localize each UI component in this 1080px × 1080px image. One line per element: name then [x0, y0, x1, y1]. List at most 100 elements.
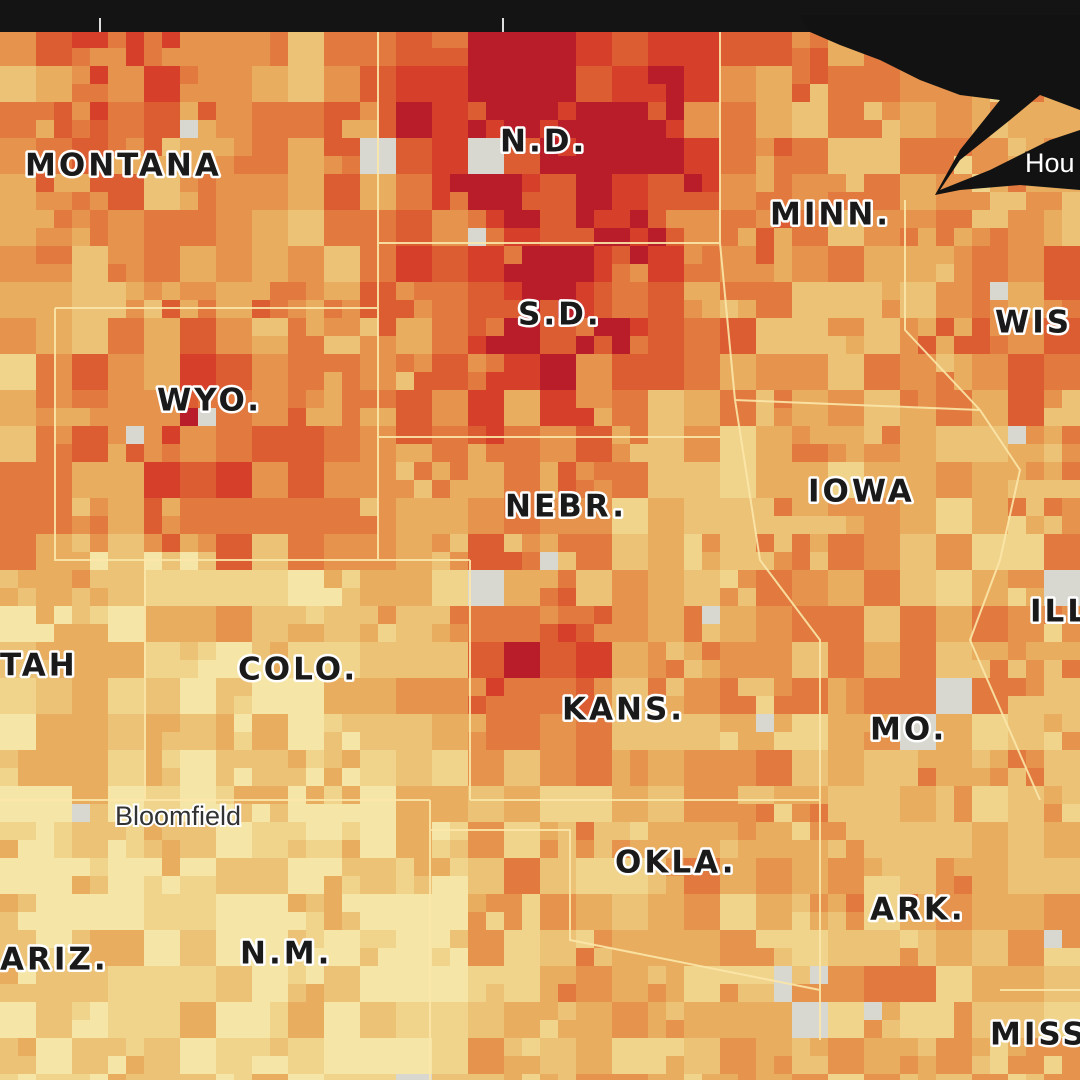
county — [558, 840, 577, 859]
county — [234, 732, 253, 751]
county — [36, 30, 73, 67]
county — [864, 642, 901, 679]
county — [540, 840, 559, 859]
county — [1008, 480, 1027, 499]
county — [72, 408, 91, 427]
county — [828, 786, 865, 823]
county — [792, 354, 829, 391]
county — [540, 120, 559, 139]
county — [0, 30, 37, 67]
county — [810, 534, 829, 553]
county — [18, 570, 37, 589]
county — [144, 156, 163, 175]
county — [756, 822, 793, 859]
county — [486, 966, 505, 985]
county — [1044, 1038, 1063, 1057]
county — [612, 1074, 649, 1080]
county — [72, 354, 109, 391]
county — [1044, 300, 1063, 319]
county — [486, 426, 505, 445]
county — [756, 1074, 793, 1080]
county — [216, 768, 235, 787]
county — [450, 48, 469, 67]
county — [432, 1074, 469, 1080]
county — [108, 570, 145, 607]
county — [756, 156, 775, 175]
county — [612, 66, 649, 103]
county — [72, 714, 109, 751]
county — [576, 210, 595, 229]
county — [828, 1038, 865, 1075]
county — [270, 48, 289, 67]
county — [576, 966, 613, 1003]
county — [756, 282, 793, 319]
county — [216, 390, 253, 427]
county — [594, 624, 613, 643]
county — [144, 750, 163, 769]
county — [864, 246, 901, 283]
county — [288, 606, 307, 625]
county — [1044, 462, 1063, 481]
county — [252, 966, 289, 1003]
county — [342, 408, 361, 427]
county — [648, 894, 685, 931]
county — [288, 66, 325, 103]
county — [324, 174, 361, 211]
county — [468, 498, 505, 535]
county — [432, 876, 451, 895]
county — [954, 804, 973, 823]
county — [144, 570, 181, 607]
county — [648, 462, 685, 499]
county — [432, 1002, 469, 1039]
county — [180, 84, 199, 103]
county — [792, 534, 811, 553]
county — [504, 966, 541, 1003]
county — [522, 210, 541, 229]
county — [828, 174, 847, 193]
county — [666, 966, 685, 985]
county — [468, 642, 505, 679]
county — [468, 1002, 505, 1039]
county — [684, 300, 703, 319]
county — [216, 498, 253, 535]
county — [864, 300, 883, 319]
county — [90, 516, 109, 535]
county — [324, 210, 361, 247]
county — [324, 822, 343, 841]
county — [828, 66, 865, 103]
county — [0, 606, 37, 643]
county — [360, 930, 379, 949]
county — [126, 138, 145, 157]
county — [450, 876, 469, 895]
county — [36, 606, 55, 625]
county — [864, 822, 901, 859]
county — [720, 426, 757, 463]
county — [486, 714, 505, 733]
county — [252, 336, 271, 355]
county — [864, 102, 883, 121]
county — [648, 282, 685, 319]
county — [648, 678, 667, 697]
county — [432, 894, 469, 931]
county — [540, 1074, 559, 1080]
county — [324, 876, 343, 895]
county — [648, 138, 685, 175]
county — [144, 894, 181, 931]
county — [882, 1002, 901, 1021]
county — [36, 840, 55, 859]
county — [108, 822, 127, 841]
county — [1008, 930, 1045, 967]
county — [1044, 534, 1080, 571]
county — [738, 822, 757, 841]
county — [468, 246, 505, 283]
county — [216, 354, 253, 391]
county — [684, 930, 721, 967]
county — [540, 1038, 577, 1075]
county — [792, 912, 811, 931]
county — [900, 228, 919, 247]
county — [1026, 570, 1045, 589]
county — [576, 1038, 613, 1075]
county — [486, 894, 505, 913]
county — [900, 642, 937, 679]
county — [540, 966, 559, 985]
